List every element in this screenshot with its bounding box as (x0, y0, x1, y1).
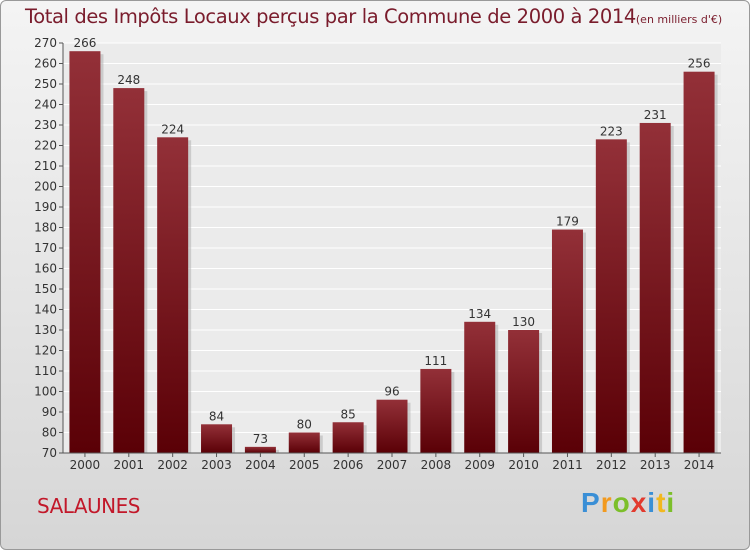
x-tick-label: 2008 (421, 458, 452, 472)
brand-letter: i (647, 487, 657, 518)
bar-2013 (639, 122, 671, 453)
bar-value-label: 231 (644, 108, 667, 122)
y-tick-label: 110 (34, 364, 57, 378)
bar-value-label: 130 (512, 315, 535, 329)
x-tick-label: 2003 (201, 458, 232, 472)
y-tick-label: 90 (42, 405, 57, 419)
bar-value-label: 266 (73, 36, 96, 50)
y-tick-label: 190 (34, 200, 57, 214)
bar-value-label: 73 (253, 432, 268, 446)
bar-2014 (683, 71, 715, 453)
x-tick-label: 2005 (289, 458, 320, 472)
bar-2006 (332, 422, 364, 453)
bar-value-label: 111 (424, 354, 447, 368)
bar-2012 (595, 139, 627, 453)
x-tick-label: 2000 (70, 458, 101, 472)
y-tick-label: 150 (34, 282, 57, 296)
y-tick-label: 200 (34, 180, 57, 194)
y-tick-label: 240 (34, 98, 57, 112)
chart-title: Total des Impôts Locaux perçus par la Co… (25, 5, 722, 28)
y-tick-label: 270 (34, 36, 57, 50)
bar-value-label: 248 (117, 73, 140, 87)
bar-2011 (551, 229, 583, 453)
y-tick-label: 160 (34, 262, 57, 276)
brand-letter: x (630, 487, 648, 518)
x-tick-label: 2006 (333, 458, 364, 472)
y-tick-label: 220 (34, 139, 57, 153)
chart-title-main: Total des Impôts Locaux perçus par la Co… (25, 5, 636, 28)
y-tick-label: 260 (34, 57, 57, 71)
bar-value-label: 96 (384, 385, 399, 399)
bar-value-label: 224 (161, 122, 184, 136)
brand-letter: t (656, 487, 667, 518)
y-tick-label: 170 (34, 241, 57, 255)
y-axis: 70 80 90 100 110 120 130 140 150 160 170 180 190 200 2… (34, 36, 63, 460)
bar-2007 (376, 399, 408, 453)
bar-2010 (508, 330, 540, 453)
x-tick-label: 2002 (157, 458, 188, 472)
y-tick-label: 210 (34, 159, 57, 173)
y-tick-label: 140 (34, 303, 57, 317)
bar-2008 (420, 368, 452, 453)
x-tick-label: 2013 (640, 458, 671, 472)
brand-letter: o (612, 487, 631, 518)
bar-2002 (157, 137, 189, 454)
x-tick-label: 2012 (596, 458, 627, 472)
y-tick-label: 70 (42, 446, 57, 460)
chart-unit-label: (en milliers d'€) (635, 13, 723, 26)
bar-2000 (69, 51, 101, 453)
y-tick-label: 180 (34, 221, 57, 235)
x-tick-label: 2014 (684, 458, 715, 472)
bar-2004 (244, 446, 276, 453)
y-tick-label: 250 (34, 77, 57, 91)
brand-letter: r (600, 487, 613, 518)
bar-2005 (288, 432, 320, 453)
x-axis: 2000 2001 2002 2003 2004 2005 2006 2007 2008 2009… (70, 453, 715, 472)
y-tick-label: 230 (34, 118, 57, 132)
x-tick-label: 2004 (245, 458, 276, 472)
x-tick-label: 2010 (508, 458, 539, 472)
brand-letter: P (581, 487, 601, 518)
bar-value-label: 223 (600, 124, 623, 138)
bar-value-label: 134 (468, 307, 491, 321)
x-tick-label: 2007 (377, 458, 408, 472)
x-tick-label: 2001 (114, 458, 145, 472)
x-tick-label: 2009 (464, 458, 495, 472)
bar-value-label: 84 (209, 409, 224, 423)
bar-value-label: 85 (340, 407, 355, 421)
y-tick-label: 100 (34, 385, 57, 399)
bar-2001 (113, 88, 145, 453)
proxiti-logo: Proxiti (581, 487, 675, 519)
bars: 266 248 224 84 73 80 85 96 111 134 130 179 223 231 256 (69, 36, 718, 454)
brand-letter: i (666, 487, 676, 518)
x-tick-label: 2011 (552, 458, 583, 472)
bar-value-label: 179 (556, 215, 579, 229)
y-tick-label: 80 (42, 426, 57, 440)
bar-value-label: 80 (297, 418, 312, 432)
y-tick-label: 120 (34, 344, 57, 358)
commune-name: SALAUNES (37, 494, 140, 518)
bar-2009 (464, 321, 496, 453)
bar-value-label: 256 (688, 57, 711, 71)
bar-2003 (201, 424, 233, 453)
y-tick-label: 130 (34, 323, 57, 337)
